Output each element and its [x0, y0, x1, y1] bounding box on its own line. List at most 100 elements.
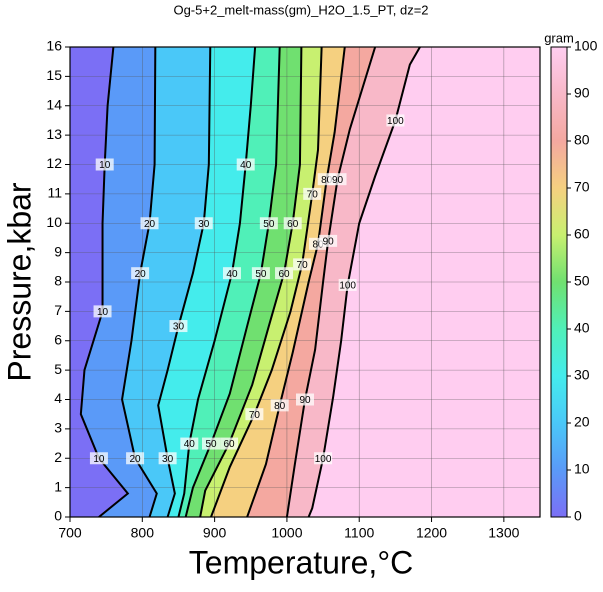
y-tick-label: 9: [54, 243, 62, 259]
overlay: 700 800 900 1000 1100 1200 1300012345678910111…: [46, 38, 597, 541]
contour-label: 50: [255, 269, 267, 280]
contour-label-bg: [220, 437, 239, 450]
contour-label: 70: [297, 260, 309, 271]
contour-line: [246, 47, 346, 517]
contour-label: 40: [184, 439, 196, 450]
colorbar-tick-label: 0: [574, 508, 582, 524]
contour-label-bg: [251, 267, 270, 280]
contour-line: [121, 47, 158, 517]
contour-label: 20: [144, 219, 156, 230]
x-tick-label: 1100: [344, 525, 374, 541]
y-tick-label: 14: [46, 96, 62, 112]
colorbar-tick-label: 40: [574, 320, 590, 336]
contour-line: [199, 47, 303, 517]
contour-label-bg: [131, 267, 150, 280]
contour-label: 80: [274, 401, 286, 412]
x-tick-label: 1300: [488, 525, 519, 541]
x-tick-label: 1200: [416, 525, 447, 541]
colorbar-tick-label: 20: [574, 414, 590, 430]
contour-label: 20: [130, 454, 142, 465]
contour-label: 70: [307, 190, 319, 201]
x-tick-label: 1000: [271, 525, 302, 541]
y-tick-label: 16: [46, 38, 62, 54]
contour-label-bg: [222, 267, 241, 280]
y-tick-label: 11: [47, 185, 62, 201]
chart-title: Og-5+2_melt-mass(gm)_H2O_1.5_PT, dz=2: [173, 2, 428, 17]
contour-line: [285, 47, 377, 517]
contour-label-bg: [236, 158, 255, 171]
x-tick-label: 700: [58, 525, 82, 541]
y-tick-label: 15: [46, 67, 62, 83]
contour-label: 30: [162, 454, 174, 465]
contour-label: 100: [339, 281, 356, 292]
colorbar-tick-label: 100: [574, 38, 598, 54]
contour-label-bg: [338, 278, 357, 291]
contour-label-bg: [259, 217, 278, 230]
contour-label-bg: [296, 393, 314, 406]
contour-label: 60: [278, 269, 290, 280]
y-tick-label: 7: [54, 302, 62, 318]
contour-label: 30: [198, 219, 210, 230]
contour-label: 90: [299, 395, 311, 406]
contour-line: [210, 47, 323, 517]
contour-label: 100: [387, 116, 404, 127]
y-tick-label: 8: [54, 273, 62, 289]
colorbar-tick-label: 60: [574, 226, 590, 242]
colorbar-tick-label: 70: [574, 179, 590, 195]
contour-label: 60: [287, 219, 299, 230]
contour-label-bg: [89, 452, 108, 465]
contour-label: 50: [205, 439, 217, 450]
contour-label-bg: [303, 187, 322, 200]
y-tick-label: 3: [54, 420, 62, 436]
contour-label-bg: [319, 234, 338, 247]
contour-label: 10: [99, 160, 111, 171]
y-axis-label: Pressure,kbar: [1, 182, 37, 382]
x-tick-label: 900: [203, 525, 227, 541]
contour-label: 80: [312, 239, 324, 250]
contour-label: 50: [263, 219, 275, 230]
contour-line: [157, 47, 212, 517]
y-tick-label: 2: [54, 449, 62, 465]
colorbar-tick-label: 10: [574, 461, 590, 477]
contour-label: 90: [323, 237, 335, 248]
contour-label-bg: [270, 399, 289, 412]
contour-label: 90: [332, 175, 344, 186]
y-tick-label: 5: [54, 361, 62, 377]
contour-label: 20: [135, 269, 147, 280]
contour-label: 80: [321, 175, 333, 186]
colorbar-tick-label: 80: [574, 132, 590, 148]
contour-line: [177, 47, 257, 517]
colorbar-label: gram: [544, 30, 574, 45]
plot-area: 10 10 10 20 20 20 30 30 30 40 40 40 50 50 50 60 60 60 70 70…: [70, 47, 540, 517]
contour-label: 100: [315, 454, 332, 465]
colorbar-tick-label: 50: [574, 273, 590, 289]
contour-label-bg: [126, 452, 145, 465]
contour-label-bg: [169, 320, 188, 333]
x-tick-label: 800: [131, 525, 155, 541]
contour-label: 40: [240, 160, 252, 171]
colorbar-tick-label: 30: [574, 367, 590, 383]
colorbar: [550, 46, 568, 518]
contour-label: 30: [173, 322, 185, 333]
contour-label: 40: [226, 269, 238, 280]
contour-label-bg: [386, 114, 405, 127]
y-tick-label: 0: [54, 508, 62, 524]
contour-label-bg: [283, 217, 302, 230]
contour-label-bg: [93, 305, 112, 318]
contour-label-bg: [95, 158, 114, 171]
y-tick-label: 12: [46, 155, 62, 171]
contour-label-bg: [140, 217, 159, 230]
contour-label-bg: [180, 437, 199, 450]
y-tick-label: 13: [46, 126, 62, 142]
contour-label-bg: [202, 437, 220, 450]
contour-line: [184, 47, 281, 517]
contour-label-bg: [293, 258, 312, 271]
contour-label-bg: [194, 217, 213, 230]
y-tick-label: 1: [54, 478, 62, 494]
contour-label-bg: [245, 408, 264, 421]
y-tick-label: 4: [54, 390, 62, 406]
contour-label: 10: [97, 307, 109, 318]
contour-label-bg: [314, 452, 333, 465]
contour-label: 60: [224, 439, 236, 450]
